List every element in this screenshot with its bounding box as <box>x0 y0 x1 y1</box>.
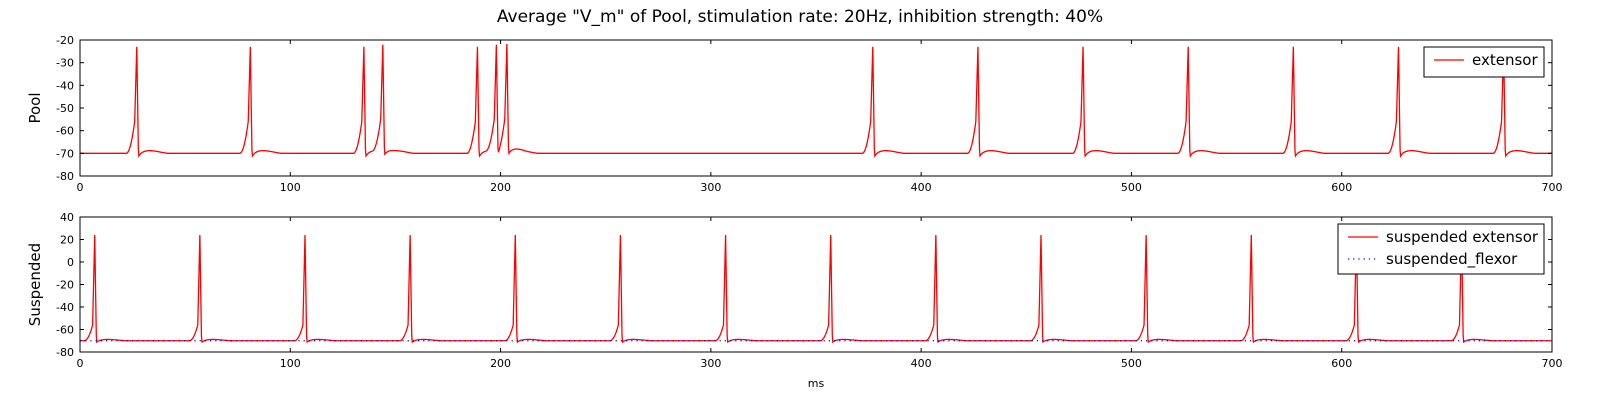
x-tick-label: 200 <box>490 357 511 370</box>
y-tick-label: 0 <box>67 256 74 269</box>
x-tick-label: 500 <box>1121 357 1142 370</box>
x-tick-label: 600 <box>1331 181 1352 194</box>
y-tick-label: -40 <box>56 301 74 314</box>
y-axis-label: Suspended <box>26 243 44 326</box>
x-tick-label: 300 <box>700 357 721 370</box>
x-tick-label: 200 <box>490 181 511 194</box>
x-tick-label: 100 <box>280 181 301 194</box>
legend: suspended extensor suspended_flexor <box>1337 223 1545 275</box>
x-tick-label: 0 <box>77 357 84 370</box>
axes-frame <box>79 39 1553 177</box>
x-tick-label: 700 <box>1542 181 1563 194</box>
series-line-1 <box>80 234 1552 344</box>
y-tick-label: -20 <box>56 279 74 292</box>
x-tick-label: 400 <box>911 181 932 194</box>
legend-label: extensor <box>1472 51 1538 69</box>
y-tick-label: -50 <box>56 102 74 115</box>
x-axis-label: ms <box>808 377 825 390</box>
x-tick-label: 300 <box>700 181 721 194</box>
legend-box <box>1337 223 1545 275</box>
series-line-1 <box>80 43 1552 158</box>
y-tick-label: -60 <box>56 324 74 337</box>
y-axis-label: Pool <box>26 92 44 123</box>
legend-box <box>1423 46 1545 78</box>
y-tick-label: -60 <box>56 125 74 138</box>
x-tick-label: 0 <box>77 181 84 194</box>
x-tick-label: 100 <box>280 357 301 370</box>
figure-title: Average "V_m" of Pool, stimulation rate:… <box>497 7 1103 27</box>
y-tick-label: 20 <box>60 234 74 247</box>
y-tick-label: -30 <box>56 57 74 70</box>
panel-1: 0 100 200 300 400 500 600 700 -80 -70 -60 -50 -40 -30… <box>26 34 1563 194</box>
legend-label: suspended extensor <box>1386 228 1539 246</box>
panel-2: 0 100 200 300 400 500 600 700 -80 -60 -40 -20 0 20 40 S… <box>26 211 1563 390</box>
y-tick-label: 40 <box>60 211 74 224</box>
x-tick-label: 700 <box>1542 357 1563 370</box>
y-tick-label: -80 <box>56 170 74 183</box>
x-tick-label: 500 <box>1121 181 1142 194</box>
x-tick-label: 600 <box>1331 357 1352 370</box>
legend: extensor <box>1423 46 1545 78</box>
x-tick-label: 400 <box>911 357 932 370</box>
y-tick-label: -20 <box>56 34 74 47</box>
y-tick-label: -70 <box>56 147 74 160</box>
legend-label: suspended_flexor <box>1386 250 1518 269</box>
y-tick-label: -80 <box>56 346 74 359</box>
y-tick-label: -40 <box>56 79 74 92</box>
